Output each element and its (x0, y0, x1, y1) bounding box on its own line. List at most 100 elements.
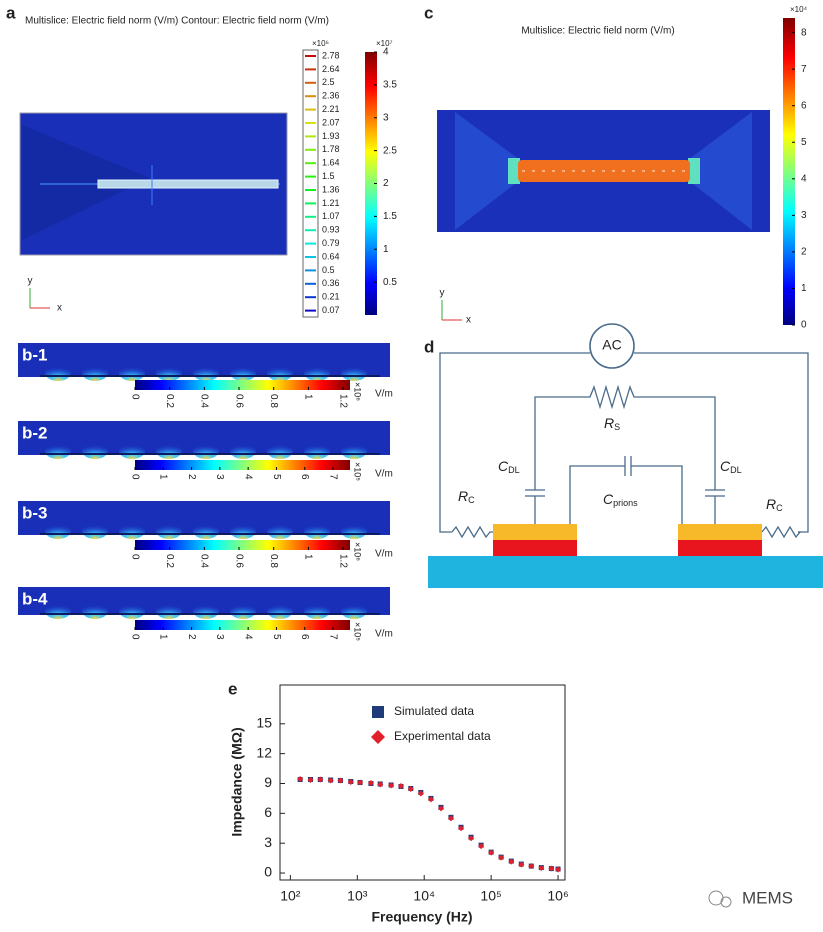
field-hotspot (82, 523, 108, 539)
field-hotspot (304, 523, 330, 539)
resistor (761, 525, 802, 539)
simulation-image (19, 112, 288, 256)
field-region (455, 112, 520, 230)
exponent: ×10⁵ (353, 622, 363, 641)
strip-label: b-1 (22, 345, 48, 364)
field-hotspot (156, 443, 182, 459)
circuit: AC (428, 323, 823, 588)
data-point (458, 825, 465, 832)
field-hotspot (82, 603, 108, 619)
field-hotspot (193, 603, 219, 619)
contour-level: 1.07 (322, 211, 340, 221)
field-hotspot (119, 603, 145, 619)
contour-level: 0.21 (322, 292, 340, 302)
component-label: RS (604, 415, 620, 433)
field-hotspot (304, 443, 330, 459)
contour-levels: 2.78 2.64 2.5 2.36 2.21 2.07 1.93 1.78 1.64 1.5 1.… (305, 50, 340, 315)
colorbar-tick-label: 2 (383, 178, 389, 189)
field-hotspot (193, 365, 219, 381)
colorbar-tick-label: 2.5 (383, 145, 397, 156)
field-hotspot (267, 443, 293, 459)
data-point (398, 782, 405, 789)
data-point (468, 835, 475, 842)
colorbar-tick-label: 3 (383, 112, 389, 123)
contour-level: 0.5 (322, 265, 335, 275)
axis-triad: y x (28, 276, 63, 314)
colorbar-tick-label: 0.6 (233, 554, 244, 568)
field-hotspot (267, 603, 293, 619)
colorbar-tick-label: 1 (383, 244, 389, 255)
unit: V/m (375, 469, 393, 480)
component-symbol: R (604, 415, 614, 431)
field-hotspot (45, 443, 71, 459)
data-point (437, 805, 444, 812)
component-label: Cprions (603, 491, 638, 509)
colorbar-tick-label: 3.5 (383, 80, 397, 91)
field-hotspot (156, 603, 182, 619)
legend-label: Experimental data (394, 729, 491, 743)
field-hotspot (193, 443, 219, 459)
colorbar-tick-label: 1 (801, 283, 807, 294)
data-point (388, 782, 395, 789)
colorbar-tick-label: 4 (243, 474, 254, 480)
data-point (555, 866, 562, 873)
panel-label: e (228, 679, 237, 698)
colorbar-tick-label: 0.2 (164, 554, 175, 568)
colorbar-tick-label: 0.8 (268, 394, 279, 408)
y-tick-label: 12 (256, 744, 272, 760)
contour-level: 2.64 (322, 64, 340, 74)
field-region (688, 112, 752, 230)
source-label: AC (602, 337, 621, 353)
data-point (297, 776, 304, 783)
wire (634, 352, 809, 533)
colorbar-tick-label: 0.2 (164, 394, 175, 408)
contour-level: 2.78 (322, 50, 340, 60)
field-hotspot (304, 365, 330, 381)
field-hotspot (193, 523, 219, 539)
electrode-layer (678, 524, 762, 540)
axis-letter: x (57, 303, 62, 314)
component-subscript: DL (508, 465, 520, 475)
field-hotspot (230, 365, 256, 381)
exponent: ×10⁶ (353, 542, 363, 561)
component-label: CDL (720, 458, 742, 476)
field-hotspot (156, 523, 182, 539)
component-subscript: S (614, 422, 620, 432)
colorbar-tick-label: 0 (129, 474, 140, 480)
colorbar-tick-label: 0 (801, 320, 807, 331)
field-hotspot (119, 365, 145, 381)
wire (439, 352, 590, 533)
field-hotspot (82, 443, 108, 459)
watermark: MEMS (708, 888, 793, 908)
contour-level: 1.21 (322, 198, 340, 208)
contour-level: 0.93 (322, 225, 340, 235)
data-point (538, 865, 545, 872)
contour-level: 1.93 (322, 131, 340, 141)
colorbar (135, 620, 350, 630)
resistor (534, 384, 716, 490)
capacitor (569, 456, 683, 524)
field-hotspot (267, 523, 293, 539)
colorbar-tick-label: 4 (383, 47, 389, 58)
panel-title: Multislice: Electric field norm (V/m) Co… (25, 16, 329, 27)
data-point (367, 779, 374, 786)
field-hotspot (267, 365, 293, 381)
colorbar-tick-label: 5 (801, 137, 807, 148)
data-point (528, 863, 535, 870)
colorbar-tick-label: 1.2 (337, 554, 348, 568)
ac-source (589, 323, 635, 369)
y-tick-label: 3 (264, 834, 272, 850)
legend-label: Simulated data (394, 704, 474, 718)
unit: V/m (375, 549, 393, 560)
field-hotspot (341, 523, 367, 539)
axis-letter: y (440, 288, 445, 299)
colorbar-tick-label: 3 (214, 474, 225, 480)
plot-frame (279, 684, 566, 881)
field-hotspot (341, 365, 367, 381)
colorbar-tick-label: 1 (158, 634, 169, 640)
resistor (451, 525, 493, 539)
x-tick-label: 10² (280, 888, 301, 904)
field-hotspot (45, 523, 71, 539)
data-point (317, 776, 324, 783)
